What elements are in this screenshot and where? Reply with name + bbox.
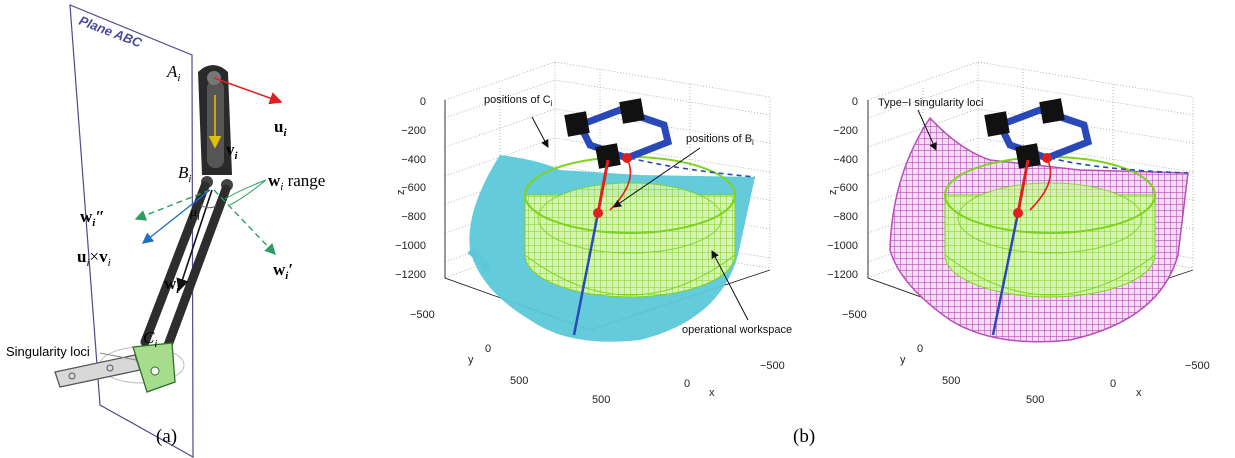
lower-rod-left [140,181,210,347]
ann-positions-b: positions of Bi [686,133,754,147]
lower-rod-right [162,184,231,353]
right-red-link [1016,159,1030,214]
singularity-leader [99,352,137,361]
left-z-tick-6: −1200 [395,269,426,281]
right-y-tick-0: −500 [842,309,867,321]
base-frame [575,106,673,162]
left-axis-x: x [709,387,715,399]
right-base-frame [995,106,1093,162]
left-axis-y: y [468,354,474,366]
right-z-tick-6: −1200 [827,269,858,281]
left-x-tick-1: 0 [684,378,690,390]
platform-hole-2 [106,364,114,372]
left-y-tick-0: −500 [410,309,435,321]
label-uxv: ui×vi [77,247,111,269]
point-b [622,153,632,163]
right-x-tick-1: 0 [1110,378,1116,390]
right-z-tick-3: −600 [833,182,858,194]
blue-link [572,212,600,336]
label-a: Ai [166,62,180,84]
label-w-prime: wi′ [273,260,293,282]
right-motor-3 [1015,143,1041,169]
caption-a: (a) [156,426,177,447]
plane-abc-label: Plane ABC [77,13,145,51]
right-axis-x: x [1136,387,1142,399]
left-z-tick-1: −200 [401,125,426,137]
label-u: ui [274,117,287,139]
workspace-inner [537,182,723,254]
left-x-tick-0: −500 [760,360,785,372]
label-w-dprime: wi″ [80,207,105,229]
motor-2 [619,98,645,124]
plot-left: positions of Ci positions of Bi operatio… [395,61,792,406]
right-workspace-inner [957,182,1143,254]
right-x-tick-2: 500 [1026,394,1044,406]
motor-1 [564,111,590,137]
w-range-leader-2 [229,179,267,206]
u-vector [213,77,283,105]
platform-hole-1 [68,372,76,380]
plot-right: Type−I singularity loci 0 −200 −400 −600… [827,61,1210,406]
w-range-leader-1 [224,179,267,200]
w-vector [176,189,213,292]
label-c: Ci [143,328,157,350]
left-grid [444,61,771,306]
label-mu: μi [189,205,200,223]
right-point-c [1013,208,1023,218]
arrow-positions-c [531,116,549,148]
label-singularity-loci: Singularity loci [6,344,90,359]
motor-3 [595,143,621,169]
cyan-surface-lip [467,246,492,273]
right-z-tick-1: −200 [833,125,858,137]
arrow-positions-b [613,147,701,208]
left-x-tick-2: 500 [592,394,610,406]
right-axis-z: z [827,190,839,196]
right-point-b [1042,153,1052,163]
right-z-tick-4: −800 [833,211,858,223]
left-z-tick-0: 0 [420,96,426,108]
label-w: wi [164,274,180,296]
arrow-type1 [917,109,937,151]
right-motor-1 [984,111,1010,137]
right-grid [867,61,1194,306]
caption-b: (b) [793,426,815,447]
right-axis-y: y [900,354,906,366]
right-blue-link [991,212,1020,336]
ann-type1: Type−I singularity loci [878,97,983,109]
left-z-ticks: 0 −200 −400 −600 −800 −1000 −1200 [395,96,426,281]
ann-workspace: operational workspace [682,324,792,336]
right-y-tick-2: 500 [942,375,960,387]
uxv-vector [141,189,211,244]
left-z-tick-3: −600 [401,182,426,194]
arrow-workspace [711,250,749,321]
left-z-tick-5: −1000 [395,240,426,252]
dashed-arc [629,157,756,178]
right-z-ticks: 0 −200 −400 −600 −800 −1000 −1200 [827,96,858,281]
plane-abc [69,4,194,458]
panel-a: Plane ABC Ai Bi Ci ui vi w [6,4,325,458]
joint-c-hole [150,366,160,376]
left-z-tick-2: −400 [401,154,426,166]
left-axis-z: z [395,190,407,196]
right-z-tick-5: −1000 [827,240,858,252]
label-b: Bi [178,163,191,185]
left-z-tick-4: −800 [401,211,426,223]
w-prime-vector [213,189,276,256]
left-y-tick-1: 0 [485,343,491,355]
right-y-tick-1: 0 [917,343,923,355]
mu-arc [200,204,217,209]
ann-positions-c: positions of Ci [484,94,553,108]
red-link-1 [596,159,610,214]
label-v: vi [226,140,239,162]
right-z-tick-0: 0 [852,96,858,108]
right-motor-2 [1039,98,1065,124]
point-c [593,208,603,218]
right-x-tick-0: −500 [1185,360,1210,372]
label-w-range: wi range [268,171,325,193]
w-dprime-vector [134,189,211,221]
right-dashed-arc [1049,157,1189,174]
left-y-tick-2: 500 [510,375,528,387]
right-z-tick-2: −400 [833,154,858,166]
